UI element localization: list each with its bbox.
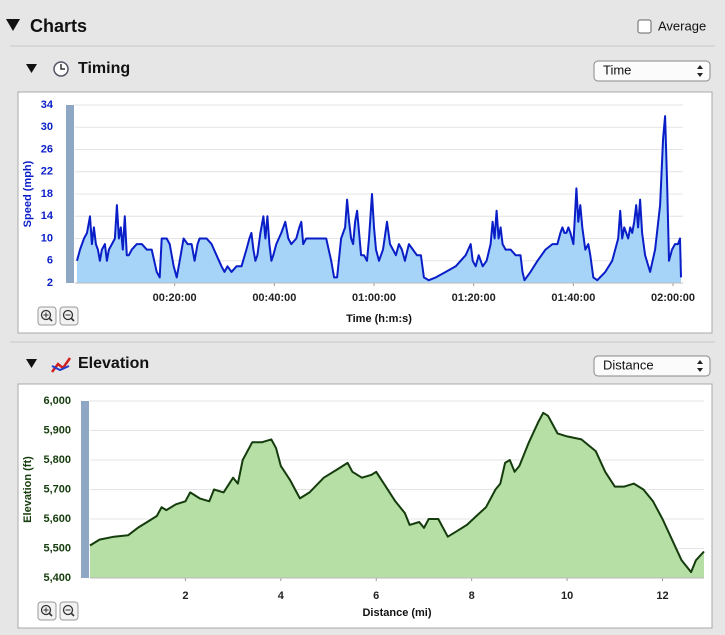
- zoom-icon: [40, 604, 52, 616]
- y-tick-label: 5,500: [43, 542, 71, 554]
- x-tick-label: 02:00:00: [651, 292, 695, 304]
- area-line: [76, 115, 682, 282]
- y-tick-label: 26: [41, 143, 53, 155]
- zoom-button[interactable]: [37, 601, 57, 621]
- x-tick-label: 01:40:00: [551, 292, 595, 304]
- x-tick-label: 2: [182, 590, 188, 602]
- zoom-icon: [70, 317, 75, 322]
- x-axis-select[interactable]: [593, 355, 711, 377]
- x-tick-label: 01:00:00: [352, 292, 396, 304]
- x-tick-label: 4: [278, 590, 285, 602]
- y-tick-label: 22: [41, 166, 53, 178]
- y-tick-label: 10: [41, 232, 53, 244]
- average-checkbox[interactable]: [637, 19, 652, 34]
- clock-hands: [60, 64, 65, 70]
- y-tick-label: 18: [41, 188, 53, 200]
- y-tick-label: 5,800: [43, 454, 71, 466]
- y-tick-label: 30: [41, 121, 53, 133]
- y-axis-title: Elevation (ft): [22, 456, 34, 523]
- select-arrows: [697, 65, 703, 77]
- zoom-icon: [48, 612, 53, 617]
- x-axis-title: Time (h:m:s): [346, 313, 412, 325]
- y-scroll-bar: [81, 401, 89, 578]
- y-tick-label: 2: [47, 277, 53, 289]
- area-line: [89, 411, 705, 574]
- x-axis-select[interactable]: [593, 60, 711, 82]
- select-arrows: [697, 360, 703, 372]
- x-tick-label: 12: [656, 590, 668, 602]
- y-scroll-bar: [66, 105, 74, 283]
- collapse-arrow[interactable]: [26, 359, 37, 368]
- zoom-button[interactable]: [59, 601, 79, 621]
- average-label[interactable]: Average: [658, 18, 706, 33]
- x-tick-label: 8: [469, 590, 475, 602]
- x-tick-label: 10: [561, 590, 573, 602]
- area-fill: [77, 116, 681, 283]
- header-title: Charts: [30, 16, 87, 36]
- x-tick-label: 00:20:00: [153, 292, 197, 304]
- y-axis-title: Speed (mph): [22, 160, 34, 227]
- zoom-button[interactable]: [37, 306, 57, 326]
- x-tick-label: 01:20:00: [452, 292, 496, 304]
- y-tick-label: 5,400: [43, 572, 71, 584]
- zoom-icon: [62, 309, 74, 321]
- collapse-arrow[interactable]: [6, 19, 20, 31]
- x-tick-label: 00:40:00: [252, 292, 296, 304]
- area-fill: [90, 412, 704, 578]
- y-tick-label: 6: [47, 255, 53, 267]
- x-axis-title: Distance (mi): [362, 607, 431, 619]
- y-tick-label: 5,900: [43, 424, 71, 436]
- section-title: Elevation: [78, 355, 149, 372]
- y-tick-label: 5,600: [43, 513, 71, 525]
- select-value[interactable]: Time: [603, 62, 631, 77]
- y-tick-label: 14: [41, 210, 54, 222]
- chart-box: [17, 91, 713, 334]
- y-tick-label: 6,000: [43, 395, 71, 407]
- x-tick-label: 6: [373, 590, 379, 602]
- zoom-button[interactable]: [59, 306, 79, 326]
- collapse-arrow[interactable]: [26, 64, 37, 73]
- section-title: Timing: [78, 60, 130, 77]
- zoom-icon: [62, 604, 74, 616]
- zoom-icon: [40, 309, 52, 321]
- zoom-icon: [48, 317, 53, 322]
- zoom-icon: [70, 612, 75, 617]
- elevation-icon: [51, 365, 70, 372]
- y-tick-label: 5,700: [43, 483, 71, 495]
- select-value[interactable]: Distance: [603, 357, 654, 372]
- y-tick-label: 34: [41, 99, 54, 111]
